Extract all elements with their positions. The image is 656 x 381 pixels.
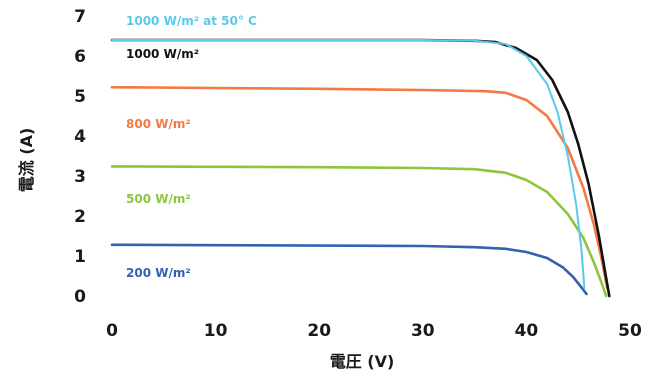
x-tick-label: 30 xyxy=(411,321,435,341)
y-tick-label: 5 xyxy=(74,87,86,107)
series-label-1: 1000 W/m² xyxy=(126,47,199,61)
series-line-2 xyxy=(110,85,609,290)
y-axis-title: 電流 (A) xyxy=(17,128,36,193)
x-tick-label: 0 xyxy=(106,321,118,341)
series-label-0: 1000 W/m² at 50° C xyxy=(126,14,257,28)
y-tick-label: 2 xyxy=(74,207,86,227)
series-label-4: 200 W/m² xyxy=(126,266,191,280)
series-curves xyxy=(110,38,611,298)
y-tick-label: 0 xyxy=(74,287,86,307)
x-axis-title: 電圧 (V) xyxy=(330,352,395,371)
x-tick-label: 20 xyxy=(307,321,331,341)
y-tick-label: 3 xyxy=(74,167,86,187)
y-tick-label: 1 xyxy=(74,247,86,267)
y-tick-label: 6 xyxy=(74,47,86,67)
y-tick-label: 7 xyxy=(74,7,86,27)
y-tick-label: 4 xyxy=(74,127,86,147)
x-tick-label: 50 xyxy=(618,321,642,341)
series-labels: 1000 W/m² at 50° C 1000 W/m² 800 W/m² 500 W… xyxy=(126,14,257,280)
series-line-3 xyxy=(110,165,608,298)
x-axis-ticks: 0 10 20 30 40 50 xyxy=(106,321,642,341)
x-tick-label: 40 xyxy=(515,321,539,341)
series-label-3: 500 W/m² xyxy=(126,192,191,206)
series-line-0 xyxy=(111,39,586,289)
x-tick-label: 10 xyxy=(204,321,228,341)
series-line-4 xyxy=(110,243,588,296)
series-label-2: 800 W/m² xyxy=(126,117,191,131)
y-axis-ticks: 0 1 2 3 4 5 6 7 xyxy=(74,7,86,307)
